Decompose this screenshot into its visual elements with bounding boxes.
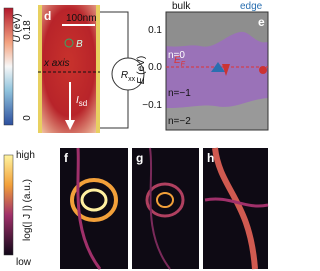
text-part: (eV) (136, 56, 147, 75)
colorbar-j (3, 154, 14, 256)
shape (149, 147, 171, 270)
colorbar-u-label: U (eV) (12, 14, 23, 43)
colorbar-top: high (16, 150, 35, 161)
panel-label: g (136, 151, 143, 165)
tick-label: −0.1 (142, 100, 162, 111)
resistor (111, 57, 145, 91)
edge-state (259, 66, 267, 74)
edge-label: edge (240, 1, 263, 12)
text-part: R (121, 70, 128, 81)
panel-frame (165, 11, 269, 131)
current-map: g (132, 147, 199, 270)
text-part: E (136, 77, 147, 84)
bulk-label: bulk (172, 1, 191, 12)
panel-label: h (207, 151, 214, 165)
y-axis-label: E (eV) (136, 56, 147, 84)
current-map: f (60, 147, 128, 270)
band-n2 (166, 98, 268, 130)
fermi-label: EF (174, 55, 186, 68)
tick-label: 0.0 (148, 62, 162, 73)
panel-label: e (258, 15, 265, 29)
text-part: xx (128, 76, 136, 83)
shape (70, 178, 118, 222)
tick-label: 0.18 (22, 20, 33, 40)
tick-label: 0.1 (148, 25, 162, 36)
text-part: E (174, 55, 181, 66)
text-part: (eV) (12, 14, 23, 33)
current-map: h (203, 147, 269, 270)
shape (212, 147, 258, 270)
colorbar-u (3, 7, 14, 126)
axis-label: x axis (43, 58, 70, 69)
level-label: n=−2 (168, 116, 191, 127)
shape (204, 197, 269, 208)
resistance-label: Rxx (121, 70, 136, 83)
arrowhead (65, 120, 75, 130)
text-part: I (76, 95, 79, 106)
shape (80, 188, 108, 212)
shape (156, 192, 174, 208)
level-label: n=−1 (168, 88, 191, 99)
contact (96, 5, 100, 133)
contact (38, 5, 42, 133)
wire (100, 11, 129, 129)
colorbar-bottom: low (16, 257, 32, 268)
level-label: n=0 (168, 50, 185, 61)
band-n0 (166, 12, 268, 47)
shape (145, 182, 185, 218)
scale-label: 100nm (66, 13, 97, 24)
text-part: sd (79, 99, 87, 108)
text-part: U (12, 34, 23, 42)
shape (76, 147, 102, 270)
shape (203, 148, 268, 269)
tick-label: 0 (22, 115, 33, 121)
panel-label: d (44, 9, 51, 23)
field-symbol (64, 38, 74, 48)
field-label: B (76, 39, 83, 50)
current-label: Isd (76, 95, 87, 108)
panel-label: f (64, 151, 69, 165)
text-part: F (181, 61, 186, 68)
edge-state (222, 64, 230, 76)
shape (132, 148, 199, 269)
figure: U (eV) 0.18 0 d 100nm B x axis Isd Rxx b… (3, 1, 269, 270)
colorbar-label: log(| J |) (a.u.) (22, 179, 33, 241)
edge-state (211, 62, 225, 72)
